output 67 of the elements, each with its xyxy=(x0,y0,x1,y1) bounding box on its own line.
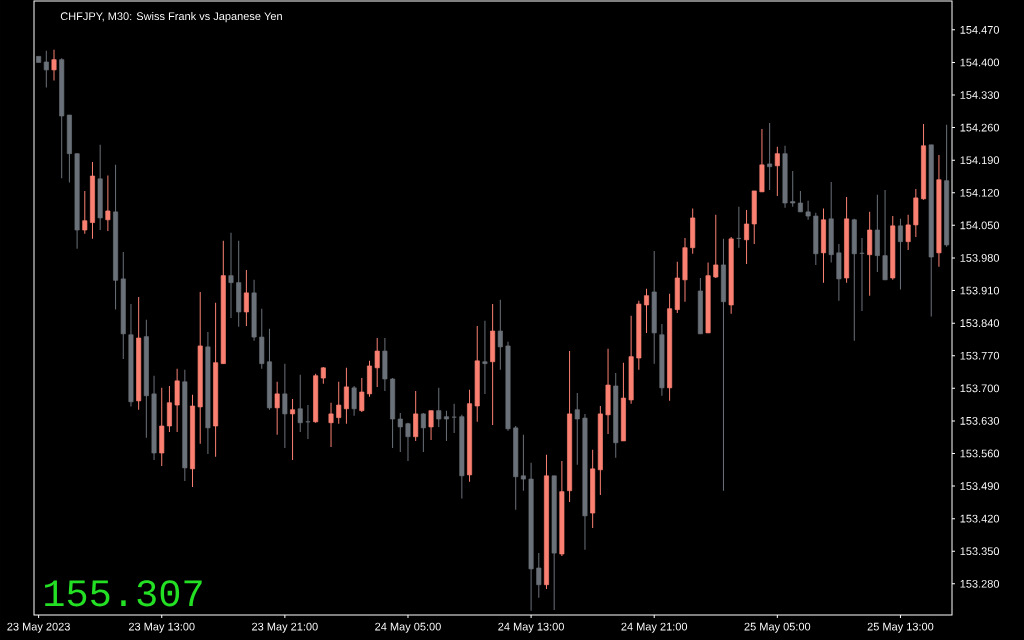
y-tick-label: 153.350 xyxy=(960,547,1000,556)
candlestick xyxy=(228,232,234,319)
candlestick xyxy=(359,377,365,413)
y-tick-label: 153.980 xyxy=(960,254,1000,262)
text: CHFJPY, M30: Swiss Frank vs Japanese Yen xyxy=(60,12,282,23)
y-tick-label: 153.840 xyxy=(960,319,1000,328)
candlestick xyxy=(82,190,88,235)
candlestick xyxy=(290,398,296,461)
candlestick xyxy=(520,434,526,492)
x-tick-label: 23 May 13:00 xyxy=(128,622,195,633)
candlestick xyxy=(328,402,334,448)
candlestick xyxy=(897,218,903,291)
candlestick xyxy=(397,412,403,453)
y-tick-label: 154.050 xyxy=(960,221,1000,230)
x-tick-label: 25 May 13:00 xyxy=(867,622,934,633)
candlestick xyxy=(405,422,411,462)
y-tick-label: 154.330 xyxy=(960,91,1000,99)
y-tick-label: 153.910 xyxy=(960,286,1000,295)
candlestick xyxy=(905,214,911,251)
y-tick-label: 154.190 xyxy=(960,156,1000,165)
candlestick xyxy=(790,170,796,208)
y-tick-label: 154.260 xyxy=(960,123,1000,132)
y-tick-label: 153.420 xyxy=(960,514,1000,523)
candlestick xyxy=(336,381,342,425)
candlestick xyxy=(343,367,349,425)
y-tick-label: 153.280 xyxy=(960,579,1000,588)
candlestick xyxy=(166,385,172,433)
y-tick-label: 153.630 xyxy=(960,416,1000,425)
candlestick xyxy=(797,190,803,213)
candlestick xyxy=(420,412,426,453)
candlestick xyxy=(443,410,449,442)
candlestick xyxy=(51,49,57,82)
candlestick xyxy=(767,122,773,191)
candlestick xyxy=(243,269,249,327)
y-tick-label: 153.560 xyxy=(960,449,1000,458)
candlestick xyxy=(43,50,49,89)
x-tick-label: 23 May 21:00 xyxy=(252,622,318,633)
y-tick-label: 153.490 xyxy=(960,482,1000,490)
y-tick-label: 153.770 xyxy=(960,351,1000,360)
annotation: 155.307 xyxy=(45,580,202,607)
x-tick-label: 24 May 21:00 xyxy=(621,622,688,633)
x-tick-label: 24 May 05:00 xyxy=(375,622,441,633)
candlestick xyxy=(428,410,434,441)
y-tick-label: 154.400 xyxy=(960,58,1000,67)
candlestick xyxy=(297,374,303,433)
candlestick xyxy=(436,387,442,428)
x-tick-label: 23 May 2023 xyxy=(7,622,70,633)
candlestick xyxy=(774,146,780,197)
candlestick xyxy=(282,363,288,449)
candlestick xyxy=(644,288,650,334)
candlestick xyxy=(105,175,111,232)
y-tick-label: 154.120 xyxy=(960,188,1000,197)
candlestick xyxy=(482,320,488,395)
candlestick xyxy=(374,337,380,388)
y-tick-label: 153.700 xyxy=(960,384,1000,393)
candlestick xyxy=(274,381,280,436)
candlestick xyxy=(497,299,503,371)
candlestick xyxy=(351,385,357,417)
candlestick xyxy=(574,392,580,466)
candlestick xyxy=(744,209,750,265)
candlestick xyxy=(413,390,419,442)
x-tick-label: 25 May 05:00 xyxy=(744,622,811,633)
x-tick-label: 24 May 13:00 xyxy=(498,622,564,633)
candlestick xyxy=(536,552,542,599)
candlestick xyxy=(713,214,719,279)
candlestick xyxy=(805,200,811,221)
y-tick-label: 154.470 xyxy=(960,25,1000,34)
